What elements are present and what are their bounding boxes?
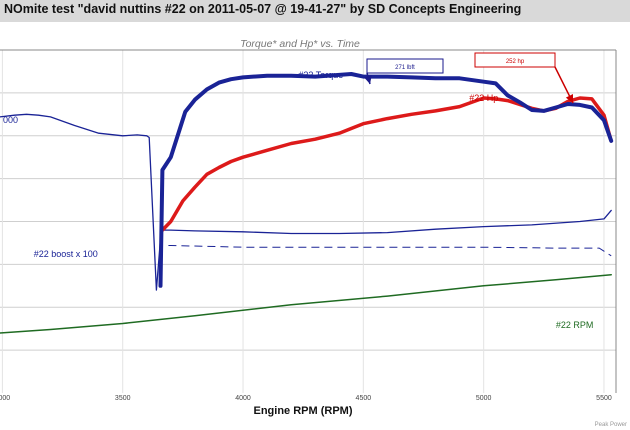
- annotation-text: 271 lbft: [395, 65, 415, 71]
- x-tick-labels: 3000 3500 4000 4500 5000 5500: [0, 395, 612, 402]
- series-label: #22 RPM: [556, 320, 594, 330]
- annotation-arrowhead: [565, 94, 573, 103]
- grid: [0, 50, 616, 393]
- series-label: #22 Hp: [469, 93, 498, 103]
- left-axis-fragment: 000: [3, 115, 18, 125]
- title-bar: NOmite test "david nuttins #22 on 2011-0…: [0, 0, 630, 22]
- x-tick-label: 3500: [115, 395, 131, 402]
- x-tick-label: 4500: [356, 395, 372, 402]
- chart-page-title: NOmite test "david nuttins #22 on 2011-0…: [4, 2, 522, 16]
- label-layer: #22 Torque #22 Hp #22 boost x 100 #22 RPM 27…: [34, 52, 594, 330]
- x-tick-label: 4000: [235, 395, 251, 402]
- annotation-box: [366, 58, 444, 74]
- x-tick-label: 5000: [476, 395, 492, 402]
- series-layer: [0, 72, 614, 334]
- dashed-series-line: [168, 245, 612, 257]
- x-tick-label: 3000: [0, 395, 10, 402]
- series-label: #22 boost x 100: [34, 249, 98, 259]
- x-tick-label: 5500: [596, 395, 612, 402]
- annotation-text: 252 hp: [506, 59, 525, 65]
- series-line-22-rpm: [0, 273, 612, 334]
- chart-title: Torque* and Hp* vs. Time: [240, 38, 360, 50]
- footer-note: Peak Power: [595, 422, 627, 428]
- series-label: #22 Torque: [298, 70, 343, 80]
- annotation-arrowhead: [364, 75, 372, 84]
- x-axis-label: Engine RPM (RPM): [254, 405, 353, 417]
- series-line-22-torque: [158, 72, 614, 288]
- annotation-box: [474, 52, 556, 68]
